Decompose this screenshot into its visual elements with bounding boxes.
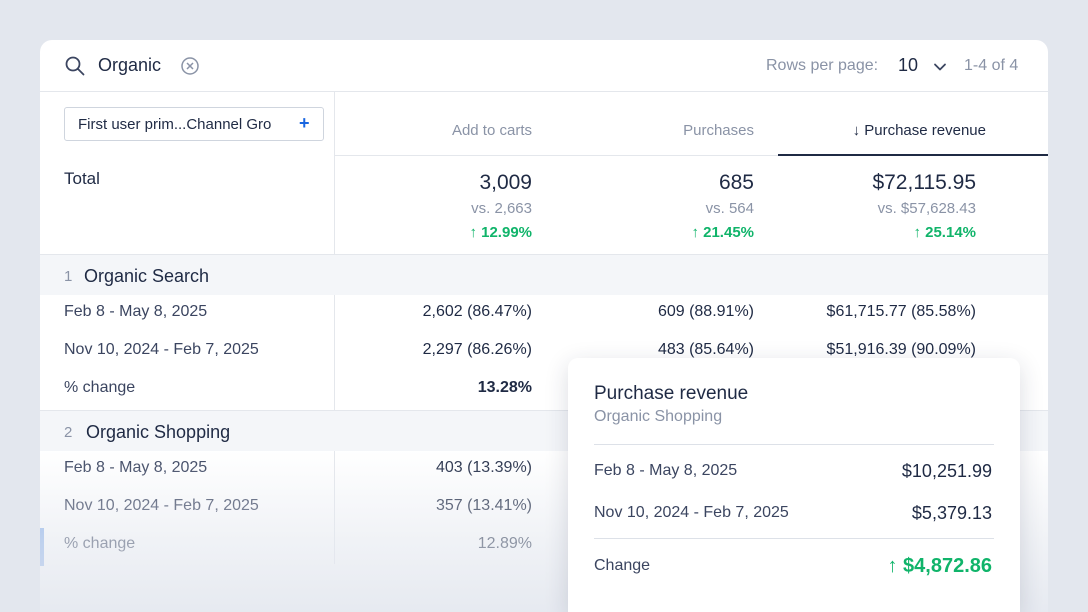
total-compare-add-to-carts: vs. 2,663	[471, 200, 532, 217]
search-icon[interactable]	[64, 55, 86, 77]
dimension-label: First user prim...Channel Gro	[78, 116, 272, 133]
column-header-add-to-carts[interactable]: Add to carts	[451, 122, 532, 139]
table-toolbar: Organic Rows per page: 10 1-4 of 4	[40, 40, 1048, 92]
total-change-purchases: ↑ 21.45%	[691, 224, 754, 241]
row-label: Nov 10, 2024 - Feb 7, 2025	[64, 497, 259, 514]
table-cell: 483 (85.64%)	[657, 341, 754, 358]
total-compare-purchases: vs. 564	[705, 200, 754, 217]
total-add-to-carts: 3,009	[479, 171, 532, 194]
table-cell: 12.89%	[477, 535, 532, 552]
row-label: Nov 10, 2024 - Feb 7, 2025	[64, 341, 259, 358]
table-cell: 2,602 (86.47%)	[422, 303, 532, 320]
total-purchase-revenue: $72,115.95	[872, 171, 976, 194]
column-header-purchases[interactable]: Purchases	[683, 122, 754, 139]
chevron-down-icon[interactable]	[932, 59, 948, 75]
tooltip-row-value: $5,379.13	[911, 503, 992, 523]
row-divider	[334, 155, 1048, 156]
tooltip-row-label: Feb 8 - May 8, 2025	[594, 462, 738, 479]
rows-per-page-select[interactable]: 10	[898, 55, 919, 75]
tooltip-card: Purchase revenue Organic Shopping Feb 8 …	[568, 358, 1020, 612]
group-index: 1	[64, 268, 73, 285]
dimension-selector[interactable]: First user prim...Channel Gro +	[64, 107, 324, 141]
rows-per-page-label: Rows per page:	[766, 57, 879, 74]
table-cell: $61,715.77 (85.58%)	[826, 303, 976, 320]
group-name[interactable]: Organic Search	[84, 266, 210, 286]
row-label: Feb 8 - May 8, 2025	[64, 303, 208, 320]
tooltip-change-label: Change	[594, 557, 651, 574]
column-divider	[334, 92, 335, 564]
group-name[interactable]: Organic Shopping	[86, 422, 231, 442]
row-label: % change	[64, 379, 136, 396]
tooltip-row-value: $10,251.99	[901, 461, 992, 481]
scroll-indicator[interactable]	[40, 528, 44, 566]
table-cell: $51,916.39 (90.09%)	[826, 341, 976, 358]
total-purchases: 685	[718, 171, 754, 194]
search-input[interactable]: Organic	[98, 55, 162, 75]
clear-icon[interactable]	[180, 56, 200, 76]
tooltip-divider	[594, 444, 994, 445]
row-divider	[40, 254, 1048, 255]
table-cell: 357 (13.41%)	[435, 497, 532, 514]
tooltip-change-value: ↑ $4,872.86	[887, 555, 992, 577]
group-index: 2	[64, 424, 73, 441]
plus-icon[interactable]: +	[299, 113, 310, 133]
total-change-add-to-carts: ↑ 12.99%	[469, 224, 532, 241]
pagination-range: 1-4 of 4	[964, 57, 1019, 74]
tooltip-divider	[594, 538, 994, 539]
sort-indicator	[778, 154, 1048, 156]
total-label: Total	[64, 169, 100, 188]
column-header-purchase-revenue[interactable]: ↓ Purchase revenue	[852, 122, 986, 139]
table-cell: 2,297 (86.26%)	[422, 341, 532, 358]
table-cell: 13.28%	[477, 379, 532, 396]
group-header-row[interactable]	[40, 255, 1048, 295]
total-change-purchase-revenue: ↑ 25.14%	[913, 224, 976, 241]
row-divider	[40, 410, 1048, 411]
tooltip-title: Purchase revenue	[594, 383, 749, 404]
row-label: % change	[64, 535, 136, 552]
table-cell: 609 (88.91%)	[657, 303, 754, 320]
row-label: Feb 8 - May 8, 2025	[64, 459, 208, 476]
table-cell: 403 (13.39%)	[435, 459, 532, 476]
total-compare-purchase-revenue: vs. $57,628.43	[877, 200, 976, 217]
tooltip-row-label: Nov 10, 2024 - Feb 7, 2025	[594, 504, 789, 521]
tooltip-subtitle: Organic Shopping	[594, 408, 723, 425]
